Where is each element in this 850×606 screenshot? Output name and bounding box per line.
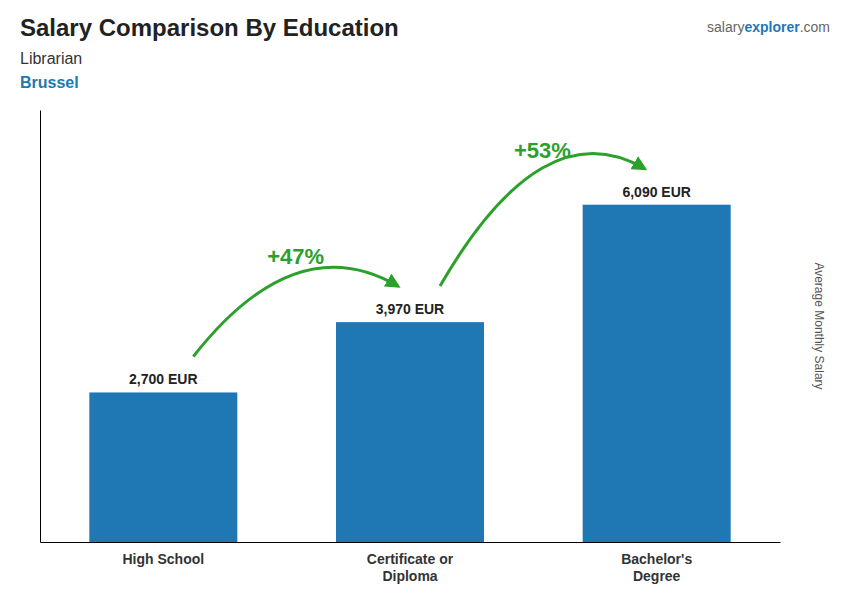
- bar: [89, 392, 237, 542]
- x-axis-line: [41, 542, 781, 543]
- annotations: +47% +53%: [193, 138, 644, 356]
- x-tick-label: High School: [122, 551, 204, 567]
- bar: [336, 322, 484, 542]
- x-tick: High School: [122, 551, 204, 567]
- x-axis: High School Certificate orDiploma Bachelor…: [41, 543, 781, 584]
- x-tick: Bachelor'sDegree: [621, 551, 692, 584]
- bars: [89, 205, 730, 542]
- y-axis: [40, 111, 41, 543]
- plot-area: High School Certificate orDiploma Bachelor…: [41, 111, 781, 584]
- title: Salary Comparison By Education: [20, 14, 399, 41]
- site-name-part: explorer: [744, 19, 800, 35]
- y-axis-title: Average Monthly Salary: [812, 262, 826, 389]
- change-arrow: [193, 267, 398, 356]
- site-name-part: salary: [707, 19, 744, 35]
- x-tick-label: Certificate orDiploma: [367, 551, 454, 584]
- change-arrow: [440, 154, 645, 287]
- subtitle: Brussel: [20, 74, 79, 91]
- chart: Salary Comparison By Education Librarian B…: [0, 0, 850, 606]
- x-tick: Certificate orDiploma: [367, 551, 454, 584]
- change-label: +53%: [514, 138, 571, 163]
- site-name-part: .com: [800, 19, 830, 35]
- data-label: 6,090 EUR: [622, 184, 690, 200]
- site-name: salaryexplorer.com: [707, 19, 830, 35]
- data-labels: 2,700 EUR 3,970 EUR 6,090 EUR: [129, 184, 691, 388]
- data-label: 2,700 EUR: [129, 371, 197, 387]
- subtitle: Librarian: [20, 50, 82, 67]
- change-label: +47%: [267, 244, 324, 269]
- data-label: 3,970 EUR: [376, 301, 444, 317]
- y-axis-line: [40, 111, 41, 543]
- x-tick-label: Bachelor'sDegree: [621, 551, 692, 584]
- bar: [583, 205, 731, 542]
